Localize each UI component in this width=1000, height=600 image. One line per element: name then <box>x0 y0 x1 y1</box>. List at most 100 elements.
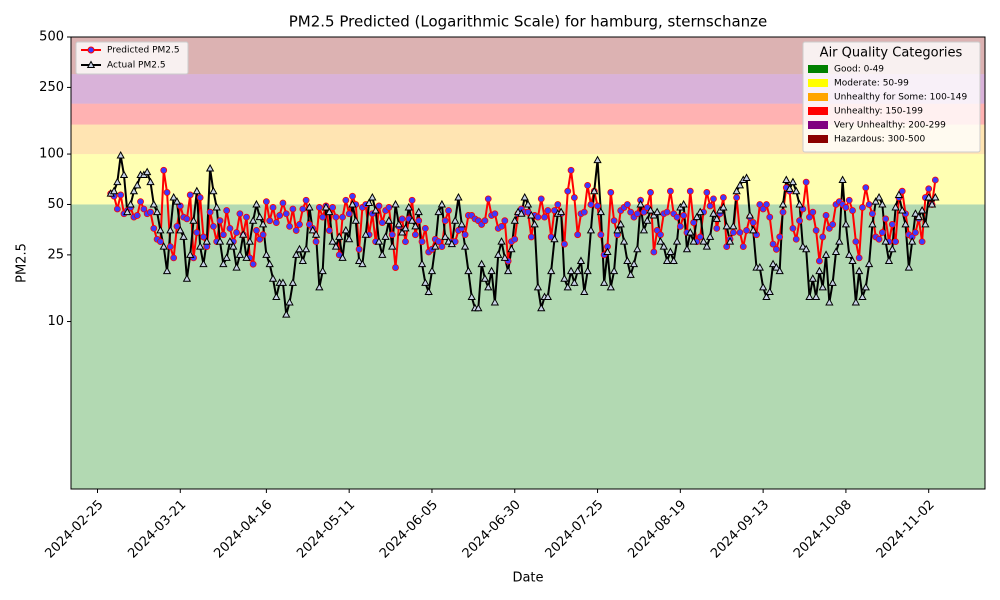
data-point <box>629 259 639 268</box>
legend-marker <box>86 60 96 68</box>
data-point <box>282 210 290 218</box>
data-point <box>561 240 568 248</box>
data-point <box>328 237 337 245</box>
data-point <box>494 250 503 258</box>
data-point <box>912 229 919 236</box>
data-point <box>445 207 452 214</box>
y-tick-label: 50 <box>47 197 64 212</box>
data-point <box>795 199 804 208</box>
y-tick-label: 500 <box>39 30 64 45</box>
data-point <box>735 180 745 189</box>
data-point <box>239 230 248 238</box>
data-point <box>349 192 356 200</box>
data-point <box>527 210 536 219</box>
data-point <box>339 213 346 221</box>
aq-band <box>71 154 985 205</box>
data-point <box>696 207 705 216</box>
data-point <box>170 254 178 262</box>
data-point <box>849 207 856 214</box>
data-point <box>706 202 714 210</box>
data-point <box>236 210 244 218</box>
data-point <box>778 199 788 208</box>
data-point <box>580 287 589 296</box>
data-point <box>226 224 234 232</box>
data-point <box>335 232 344 240</box>
data-point <box>147 208 154 216</box>
data-point <box>438 243 446 251</box>
data-point <box>404 202 413 211</box>
data-point <box>679 199 688 208</box>
data-point <box>888 221 896 228</box>
data-point <box>358 259 367 268</box>
data-point <box>610 217 618 225</box>
data-point <box>547 266 556 275</box>
data-point <box>292 227 300 234</box>
data-point <box>583 266 592 275</box>
data-point <box>703 189 711 196</box>
data-point <box>325 227 333 234</box>
data-point <box>901 219 910 228</box>
plot-frame <box>70 36 986 490</box>
data-point <box>507 244 516 253</box>
data-point <box>169 193 178 201</box>
data-point <box>600 278 609 286</box>
data-point <box>205 163 215 172</box>
data-point <box>666 247 675 256</box>
data-point <box>474 303 483 312</box>
data-point <box>348 199 357 208</box>
data-point <box>864 259 874 268</box>
series-layer <box>106 150 940 318</box>
data-point <box>586 225 596 234</box>
data-point <box>662 256 672 264</box>
data-point <box>855 266 864 275</box>
data-point <box>636 199 645 208</box>
data-point <box>398 215 406 223</box>
data-point <box>647 189 654 196</box>
data-point <box>845 250 854 258</box>
data-point <box>338 253 347 261</box>
data-point <box>713 224 721 232</box>
data-point <box>206 208 214 216</box>
data-point <box>248 216 258 224</box>
data-point <box>898 205 907 214</box>
data-point <box>278 278 288 286</box>
data-point <box>914 212 923 221</box>
data-point <box>766 213 774 221</box>
data-point <box>490 297 500 306</box>
data-point <box>659 242 668 250</box>
legend-label: Good: 0-49 <box>834 65 884 75</box>
data-point <box>298 256 307 264</box>
data-point <box>345 234 354 243</box>
legend-label: Moderate: 50-99 <box>834 79 909 89</box>
data-point <box>133 212 141 219</box>
legend-swatch <box>808 121 828 129</box>
data-point <box>756 201 764 208</box>
data-point <box>650 248 658 256</box>
data-point <box>354 256 364 264</box>
data-point <box>299 205 307 213</box>
data-point <box>587 201 595 208</box>
data-point <box>242 253 251 261</box>
data-point <box>772 245 780 253</box>
data-point <box>656 237 665 245</box>
data-point <box>732 186 741 195</box>
data-point <box>146 177 155 186</box>
data-point <box>233 229 240 236</box>
data-point <box>798 242 808 250</box>
data-point <box>200 233 207 241</box>
data-point <box>815 266 824 275</box>
data-point <box>669 256 678 264</box>
data-point <box>312 238 320 246</box>
data-point <box>186 250 195 258</box>
data-point <box>749 225 758 234</box>
legend-swatch <box>808 79 828 87</box>
data-point <box>361 230 370 238</box>
x-axis-label: Date <box>512 571 543 586</box>
data-point <box>692 212 702 221</box>
data-point <box>672 237 682 245</box>
data-point <box>530 219 539 228</box>
data-point <box>450 216 460 224</box>
data-point <box>570 194 578 201</box>
data-point <box>398 227 407 236</box>
data-point <box>431 242 440 250</box>
